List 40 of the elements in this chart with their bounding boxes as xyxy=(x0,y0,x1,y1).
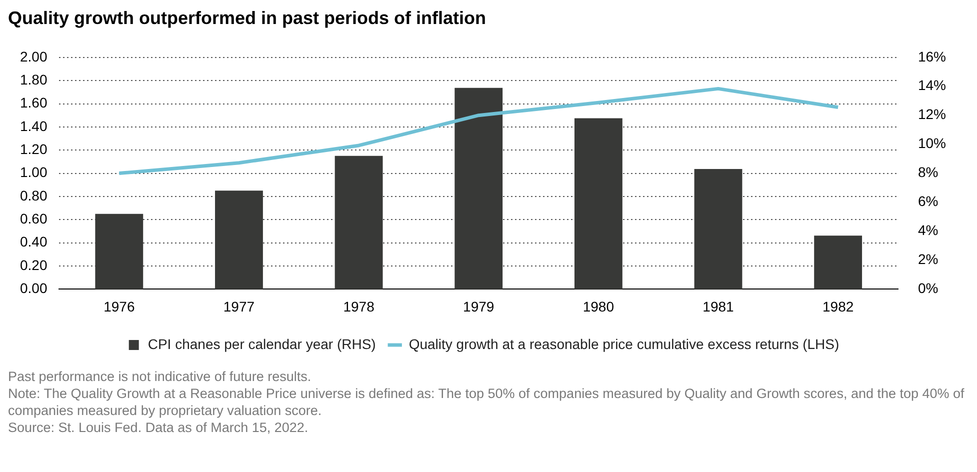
y2-tick-label: 16% xyxy=(918,48,946,64)
bar xyxy=(95,214,144,290)
x-tick-label: 1982 xyxy=(822,298,854,314)
y-tick-label: 1.00 xyxy=(20,164,48,180)
x-tick-label: 1979 xyxy=(463,298,494,314)
bar xyxy=(334,156,383,290)
y-tick-label: 1.40 xyxy=(20,118,48,134)
y-tick-label: 1.80 xyxy=(20,71,48,88)
text: Note: The Quality Growth at a Reasonable Price universe is defined as: The top 50% of companies measured by Quality and Growth scores, and the top 40% of companies measured by proprietary valuation score. xyxy=(8,385,966,419)
source-note: Source: St. Louis Fed. Data as of March 15, 2022. xyxy=(8,419,310,436)
x-tick-label: 1977 xyxy=(223,298,255,314)
y-tick-label: 0.00 xyxy=(20,280,48,296)
x-tick-label: 1981 xyxy=(702,298,734,314)
bar xyxy=(454,88,503,290)
y2-tick-label: 4% xyxy=(918,222,938,238)
y2-tick-label: 0% xyxy=(918,280,938,296)
bar xyxy=(814,236,862,290)
y2-tick-label: 2% xyxy=(918,251,938,268)
y-tick-label: 0.20 xyxy=(20,256,48,273)
y2-tick-label: 14% xyxy=(918,77,946,94)
x-tick-label: 1978 xyxy=(343,298,375,314)
bar xyxy=(215,190,263,290)
y-tick-label: 1.60 xyxy=(20,94,48,111)
text: Past performance is not indicative of future results. xyxy=(8,368,312,385)
y2-tick-label: 12% xyxy=(918,106,946,122)
y-tick-label: 0.40 xyxy=(20,234,48,250)
y-tick-label: 1.20 xyxy=(20,140,48,157)
bar xyxy=(574,118,622,290)
y2-tick-label: 6% xyxy=(918,193,938,210)
legend-label: CPI chanes per calendar year (RHS) xyxy=(148,336,376,352)
legend-label: Quality growth at a reasonable price cumulative excess returns (LHS) xyxy=(408,336,840,352)
y2-tick-label: 10% xyxy=(918,135,946,152)
bar xyxy=(694,168,742,290)
y-tick-label: 2.00 xyxy=(20,48,48,64)
y-tick-label: 0.60 xyxy=(20,210,48,227)
x-tick-label: 1976 xyxy=(104,298,135,314)
chart-title: Quality growth outperformed in past periods of inflation xyxy=(8,8,488,29)
y2-tick-label: 8% xyxy=(918,164,938,180)
x-tick-label: 1980 xyxy=(582,298,614,314)
y-tick-label: 0.80 xyxy=(20,187,48,204)
